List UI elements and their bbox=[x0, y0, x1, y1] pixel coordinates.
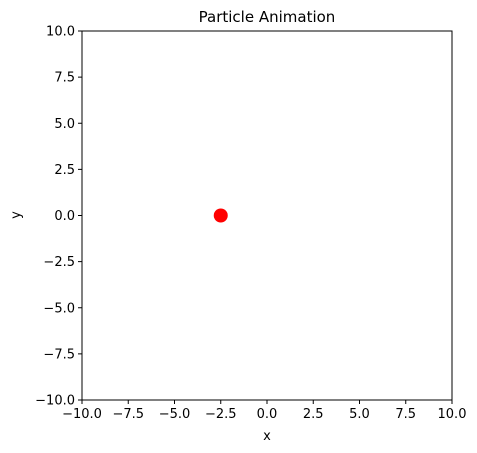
y-tick-label: −2.5 bbox=[43, 255, 75, 270]
x-axis-label: x bbox=[263, 429, 271, 444]
y-tick-label: 7.5 bbox=[54, 71, 75, 86]
y-tick-label: −7.5 bbox=[43, 347, 75, 362]
y-tick-label: 2.5 bbox=[54, 163, 75, 178]
x-tick-label: 7.5 bbox=[395, 407, 416, 422]
data-points bbox=[213, 208, 228, 223]
chart-title: Particle Animation bbox=[199, 8, 336, 26]
x-tick-label: 0.0 bbox=[257, 407, 278, 422]
x-tick-label: −7.5 bbox=[112, 407, 144, 422]
y-tick-label: 0.0 bbox=[54, 209, 75, 224]
x-tick-label: −10.0 bbox=[62, 407, 102, 422]
plot-frame bbox=[81, 30, 453, 401]
y-tick-label: −10.0 bbox=[35, 394, 75, 409]
y-tick-label: 5.0 bbox=[54, 117, 75, 132]
x-tick-label: −2.5 bbox=[205, 407, 237, 422]
x-tick-label: −5.0 bbox=[159, 407, 191, 422]
x-tick-label: 2.5 bbox=[303, 407, 324, 422]
y-tick-label: −5.0 bbox=[43, 301, 75, 316]
y-axis-label: y bbox=[9, 211, 24, 219]
x-axis: −10.0 −7.5 −5.0 −2.5 0.0 2.5 5.0 7.5 10.0 bbox=[62, 400, 466, 422]
x-tick-label: 10.0 bbox=[438, 407, 467, 422]
particle-point bbox=[213, 208, 228, 223]
y-tick-label: 10.0 bbox=[46, 25, 75, 40]
x-tick-label: 5.0 bbox=[349, 407, 370, 422]
y-axis: 10.0 7.5 5.0 2.5 0.0 −2.5 −5.0 −7.5 −10.0 bbox=[35, 25, 82, 409]
